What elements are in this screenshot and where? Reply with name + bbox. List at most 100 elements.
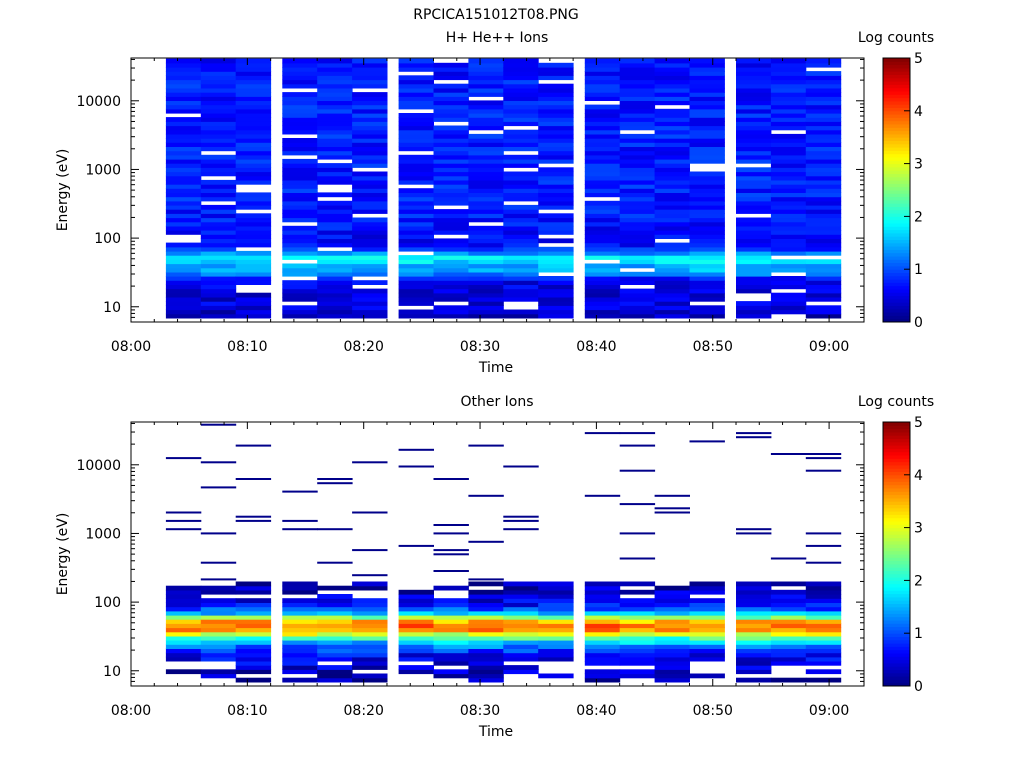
colorbar-swatch xyxy=(883,593,910,598)
heatmap-cell xyxy=(689,67,725,72)
heatmap-cell xyxy=(317,146,353,152)
colorbar-swatch xyxy=(883,636,910,641)
heatmap-cell xyxy=(235,519,272,522)
heatmap-cell xyxy=(235,213,272,219)
heatmap-cell xyxy=(770,67,807,72)
heatmap-cell xyxy=(503,158,539,164)
heatmap-cell xyxy=(584,213,621,219)
heatmap-cell xyxy=(235,585,272,591)
heatmap-cell xyxy=(468,606,504,612)
heatmap-cell xyxy=(433,648,469,654)
heatmap-cell xyxy=(398,200,434,206)
colorbar-swatch xyxy=(883,666,910,670)
heatmap-cell xyxy=(619,217,656,223)
heatmap-cell xyxy=(805,204,842,210)
heatmap-cell xyxy=(654,117,690,122)
heatmap-cell xyxy=(398,263,434,269)
heatmap-cell xyxy=(619,158,656,164)
colorbar-swatch xyxy=(883,275,910,280)
heatmap-cell xyxy=(689,179,725,185)
heatmap-cell xyxy=(770,652,807,658)
heatmap-cell xyxy=(584,179,621,185)
heatmap-cell xyxy=(165,288,202,294)
heatmap-cell xyxy=(200,255,237,260)
heatmap-cell xyxy=(282,125,318,131)
heatmap-cell xyxy=(352,623,388,629)
heatmap-cell xyxy=(619,610,656,616)
heatmap-cell xyxy=(200,423,237,426)
heatmap-cell xyxy=(398,669,434,675)
heatmap-cell xyxy=(503,263,539,269)
heatmap-cell xyxy=(468,660,504,666)
heatmap-cell xyxy=(282,263,318,269)
heatmap-cell xyxy=(317,652,353,658)
heatmap-cell xyxy=(433,271,469,277)
heatmap-cell xyxy=(619,58,656,64)
heatmap-cell xyxy=(805,614,842,620)
heatmap-cell xyxy=(770,192,807,198)
heatmap-cell xyxy=(398,635,434,641)
colorbar-swatch xyxy=(883,282,910,287)
heatmap-cell xyxy=(538,104,574,110)
heatmap-cell xyxy=(805,598,842,603)
heatmap-cell xyxy=(398,640,434,645)
heatmap-cell xyxy=(736,635,772,641)
heatmap-cell xyxy=(770,100,807,106)
heatmap-cell xyxy=(736,142,772,147)
colorbar-swatch xyxy=(883,61,910,66)
heatmap-cell xyxy=(200,532,237,535)
heatmap-cell xyxy=(619,656,656,662)
colorbar-swatch xyxy=(883,659,910,664)
heatmap-cell xyxy=(165,627,202,633)
heatmap-cell xyxy=(584,87,621,93)
heatmap-cell xyxy=(584,606,621,612)
heatmap-cell xyxy=(770,125,807,131)
heatmap-cell xyxy=(654,288,690,294)
heatmap-cell xyxy=(619,631,656,637)
heatmap-cell xyxy=(736,158,772,164)
heatmap-cell xyxy=(433,192,469,198)
heatmap-cell xyxy=(538,196,574,202)
heatmap-cell xyxy=(503,610,539,616)
heatmap-cell xyxy=(282,117,318,122)
colorbar-swatch xyxy=(883,441,910,446)
heatmap-cell xyxy=(200,301,237,306)
heatmap-cell xyxy=(468,635,504,641)
heatmap-cell xyxy=(689,589,725,595)
x-tick-label: 08:50 xyxy=(693,703,733,719)
heatmap-cell xyxy=(654,301,690,306)
heatmap-cell xyxy=(654,652,690,658)
heatmap-cell xyxy=(317,58,353,64)
heatmap-cell xyxy=(654,627,690,633)
heatmap-cell xyxy=(619,309,656,315)
heatmap-cell xyxy=(200,67,237,72)
heatmap-cell xyxy=(689,610,725,616)
heatmap-cell xyxy=(689,133,725,139)
heatmap-cell xyxy=(538,213,574,219)
colorbar-swatch xyxy=(883,289,910,293)
heatmap-cell xyxy=(468,217,504,223)
heatmap-cell xyxy=(317,209,353,214)
heatmap-cell xyxy=(282,610,318,616)
heatmap-cell xyxy=(235,263,272,269)
heatmap-cell xyxy=(654,133,690,139)
colorbar-swatch xyxy=(883,246,910,250)
heatmap-cell xyxy=(165,585,202,591)
heatmap-cell xyxy=(433,553,469,556)
heatmap-cell xyxy=(689,627,725,633)
heatmap-cell xyxy=(433,614,469,620)
heatmap-cell xyxy=(770,146,807,152)
heatmap-cell xyxy=(538,589,574,595)
heatmap-cell xyxy=(619,225,656,231)
heatmap-cell xyxy=(654,108,690,114)
heatmap-cell xyxy=(398,631,434,637)
heatmap-cell xyxy=(538,305,574,311)
colorbar-swatch xyxy=(883,626,910,631)
colorbar-swatch xyxy=(883,94,910,99)
heatmap-cell xyxy=(200,276,237,281)
x-tick-label: 08:40 xyxy=(576,703,616,719)
heatmap-cell xyxy=(654,644,690,649)
heatmap-cell xyxy=(770,75,807,81)
heatmap-cell xyxy=(736,171,772,177)
heatmap-cell xyxy=(235,255,272,260)
